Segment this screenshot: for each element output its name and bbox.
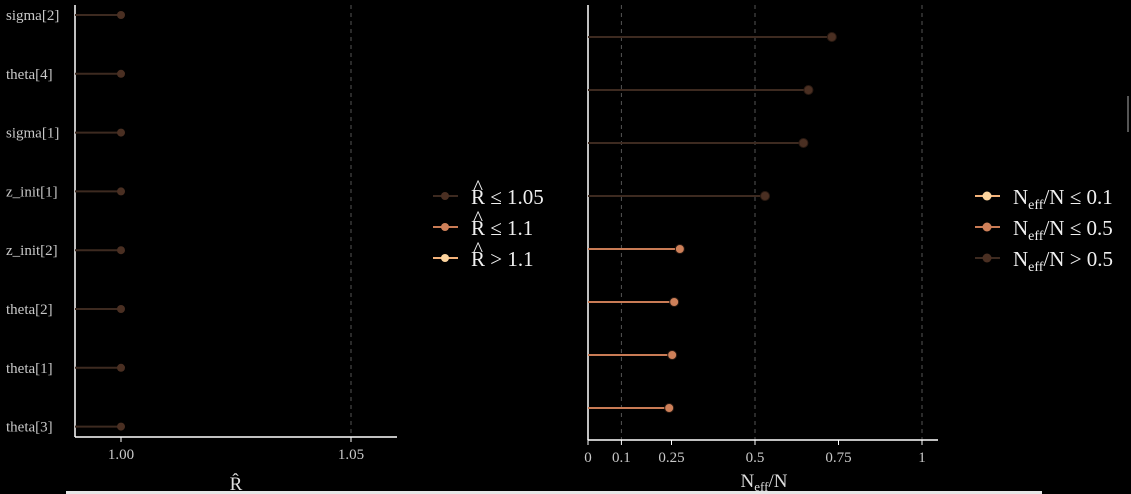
rhat-legend-entry: ^R ≤ 1.05 [433,175,544,209]
neff-point [760,191,771,201]
neff-legend-key-dot [982,222,992,232]
neff-x-tick-label: 1 [918,450,926,466]
neff-x-tick-label: 0 [584,450,592,466]
neff-point [674,244,685,254]
rhat-point [117,11,125,19]
rhat-category-label: sigma[1] [6,126,59,142]
neff-legend-key-dot [982,191,992,201]
neff-legend-label: Neff/N ≤ 0.1 [1013,185,1113,213]
rhat-x-title: R̂ [230,473,243,494]
rhat-x-tick-label: 1.00 [108,447,134,463]
rhat-point [117,187,125,196]
neff-x-tick-label: 0.75 [825,450,851,466]
neff-legend-label: Neff/N > 0.5 [1013,247,1113,275]
neff-legend-key-dot [982,253,992,263]
bottom-scrollbar[interactable] [66,491,1042,494]
rhat-legend-label: R > 1.1 [471,247,534,271]
rhat-x-tick-label: 1.05 [338,447,364,463]
rhat-legend-label: R ≤ 1.05 [471,185,544,209]
rhat-legend-label: R ≤ 1.1 [471,216,533,240]
rhat-point [117,128,125,137]
rhat-category-label: z_init[2] [6,243,58,259]
rhat-legend-hat: ^ [473,206,483,230]
neff-point [664,403,675,413]
neff-legend-entry: Neff/N ≤ 0.5 [975,216,1113,244]
neff-legend-entry: Neff/N ≤ 0.1 [975,185,1113,213]
rhat-category-label: sigma[2] [6,8,59,24]
rhat-point [117,363,125,372]
rhat-point [117,246,125,255]
neff-legend-entry: Neff/N > 0.5 [975,247,1113,275]
rhat-category-label: theta[2] [6,302,53,318]
rhat-legend-entry: ^R > 1.1 [433,237,534,271]
neff-x-tick-label: 0.1 [612,450,631,466]
rhat-legend-hat: ^ [473,175,483,199]
rhat-legend-entry: ^R ≤ 1.1 [433,206,533,240]
neff-legend-label: Neff/N ≤ 0.5 [1013,216,1113,244]
neff-x-tick-label: 0.5 [746,450,765,466]
rhat-legend-hat: ^ [473,237,483,261]
neff-point [798,138,809,148]
neff-point [667,350,678,360]
rhat-legend-key-dot [441,223,449,231]
neff-x-tick-label: 0.25 [658,450,684,466]
rhat-category-label: theta[3] [6,420,53,436]
rhat-category-label: theta[1] [6,361,53,377]
rhat-point [117,422,125,431]
rhat-category-label: z_init[1] [6,184,58,200]
rhat-category-label: theta[4] [6,67,53,83]
neff-point [669,297,680,307]
rhat-legend-key-dot [441,192,449,200]
neff-x-title: Neff/N [741,471,788,494]
neff-point [803,85,814,95]
rhat-legend-key-dot [441,254,449,262]
rhat-point [117,305,125,313]
rhat-point [117,69,125,78]
neff-point [826,32,837,42]
right-scrollbar[interactable] [1127,96,1129,132]
